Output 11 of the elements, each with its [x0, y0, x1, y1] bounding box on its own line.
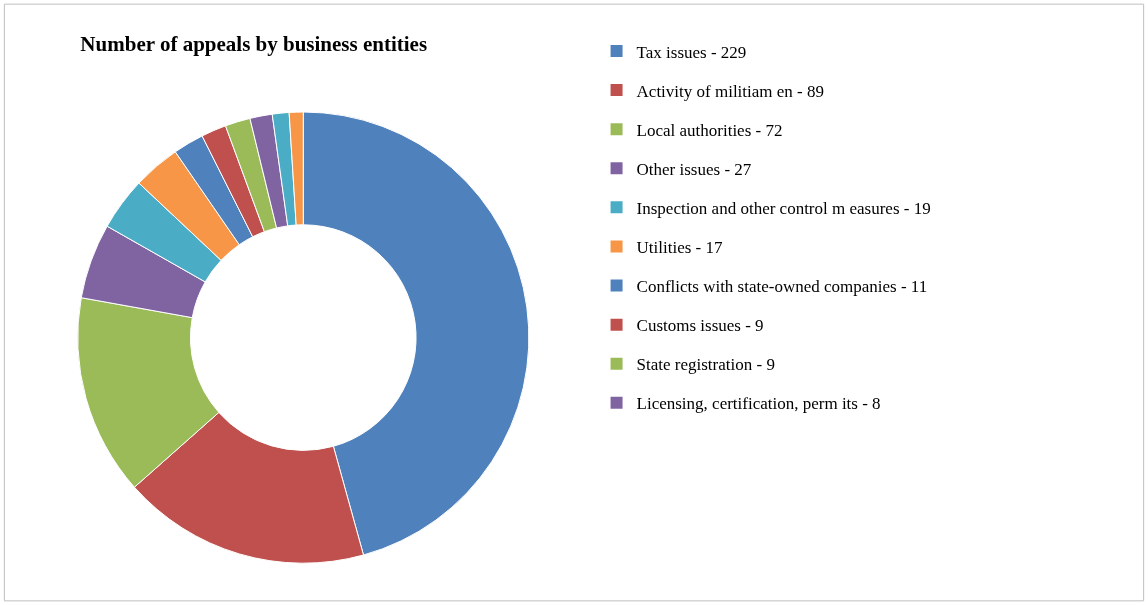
legend-label: Customs issues - 9	[636, 316, 764, 336]
chart-title: Number of appeals by business entities	[80, 32, 428, 56]
legend-label: Utilities - 17	[636, 238, 723, 258]
legend-label: Local authorities - 72	[636, 120, 783, 140]
legend-label: Activity of militiam en - 89	[636, 81, 825, 101]
legend-label: Licensing, certification, perm its - 8	[636, 394, 881, 414]
legend-label: Conflicts with state-owned companies - 11	[636, 277, 928, 297]
legend-label: Other issues - 27	[636, 159, 752, 179]
legend-label: Tax issues - 229	[636, 42, 747, 62]
legend-label: Inspection and other control m easures - 19	[636, 198, 931, 218]
legend-label: State registration - 9	[636, 355, 775, 375]
